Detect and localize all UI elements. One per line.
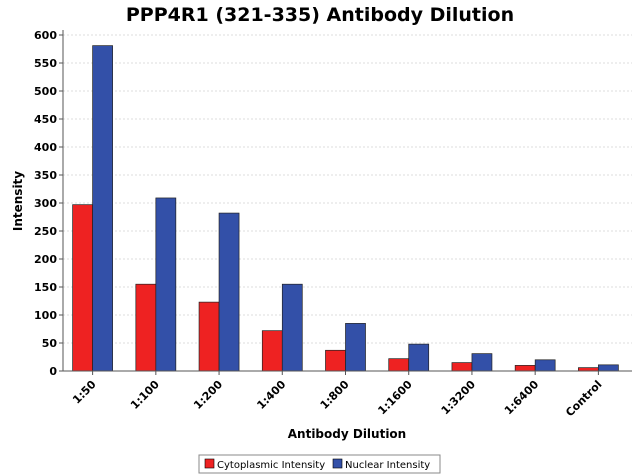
bar-nuclear <box>218 212 240 372</box>
x-tick-label: 1:3200 <box>439 378 479 418</box>
y-tick-label: 550 <box>34 57 57 70</box>
chart-title: PPP4R1 (321-335) Antibody Dilution <box>126 4 514 26</box>
x-axis-ticks: 1:50 1:100 1:200 1:400 1:800 1:1600 1:3200 1:64… <box>70 371 605 419</box>
bar-cytoplasmic <box>135 283 157 372</box>
legend-swatch-nuclear <box>332 458 343 469</box>
bar-nuclear <box>155 197 177 372</box>
bar-nuclear <box>598 364 619 372</box>
bar-nuclear <box>92 45 113 372</box>
legend-label-cytoplasmic: Cytoplasmic Intensity <box>217 460 325 471</box>
bar-nuclear <box>534 359 556 372</box>
bar-nuclear <box>471 353 493 372</box>
y-tick-label: 350 <box>34 169 57 182</box>
grid-lines <box>63 34 632 344</box>
y-tick-label: 150 <box>34 281 57 294</box>
x-tick-label: 1:800 <box>318 378 352 412</box>
legend: Cytoplasmic Intensity Nuclear Intensity <box>198 454 441 474</box>
bar-cytoplasmic <box>198 301 220 372</box>
y-tick-label: 250 <box>34 225 57 238</box>
x-tick-label: 1:1600 <box>375 378 415 418</box>
y-tick-label: 0 <box>49 365 57 378</box>
bar-cytoplasmic <box>514 365 536 372</box>
x-tick-label: 1:50 <box>70 378 99 407</box>
bar-cytoplasmic <box>72 204 93 372</box>
x-tick-label: 1:6400 <box>502 378 542 418</box>
legend-label-nuclear: Nuclear Intensity <box>345 460 430 471</box>
x-axis-label: Antibody Dilution <box>288 427 406 441</box>
bar-cytoplasmic <box>578 367 599 372</box>
bar-nuclear <box>408 343 430 372</box>
x-tick-label: Control <box>563 378 604 419</box>
y-tick-label: 100 <box>34 309 57 322</box>
bar-cytoplasmic <box>261 330 283 372</box>
legend-box <box>198 454 441 474</box>
bars <box>72 45 619 372</box>
y-tick-label: 300 <box>34 197 57 210</box>
y-tick-label: 500 <box>34 85 57 98</box>
bar-cytoplasmic <box>388 358 410 372</box>
y-tick-label: 400 <box>34 141 57 154</box>
y-tick-label: 450 <box>34 113 57 126</box>
legend-swatch-cytoplasmic <box>204 458 215 469</box>
y-axis-ticks: 0 50 100 150 200 250 300 350 400 450 500 550 600 <box>34 29 63 378</box>
bar-cytoplasmic <box>325 349 346 372</box>
x-tick-label: 1:400 <box>254 378 288 412</box>
y-tick-label: 600 <box>34 29 57 42</box>
y-tick-label: 200 <box>34 253 57 266</box>
y-tick-label: 50 <box>42 337 58 350</box>
bar-cytoplasmic <box>451 362 473 372</box>
x-tick-label: 1:200 <box>191 378 225 412</box>
bar-nuclear <box>281 283 303 372</box>
bar-nuclear <box>345 323 366 372</box>
y-axis-label: Intensity <box>11 171 25 231</box>
x-tick-label: 1:100 <box>128 378 162 412</box>
